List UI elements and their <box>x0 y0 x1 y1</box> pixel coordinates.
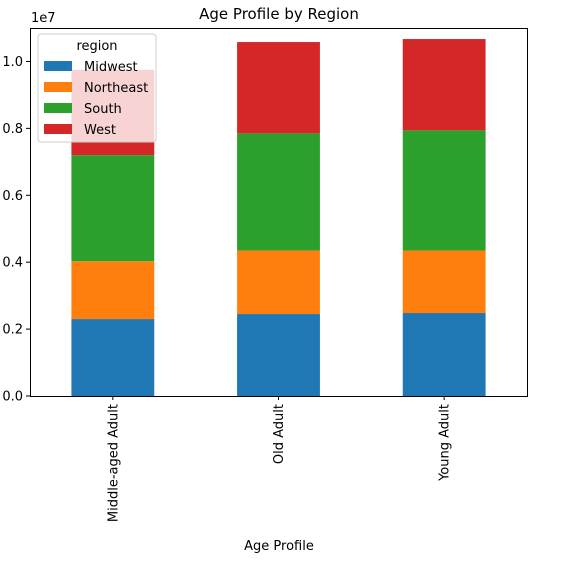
legend-label-northeast: Northeast <box>84 81 148 96</box>
bar-south-2 <box>402 130 486 251</box>
chart-title: Age Profile by Region <box>199 5 359 23</box>
legend-label-midwest: Midwest <box>84 60 138 75</box>
y-tick-label: 0.8 <box>2 122 23 137</box>
bar-northeast-2 <box>402 250 486 314</box>
plot-frame <box>30 28 528 397</box>
y-tick-label: 0.0 <box>2 390 23 405</box>
legend-swatch-midwest <box>44 61 72 71</box>
bar-northeast-0 <box>71 261 155 320</box>
y-tick-label: 0.2 <box>2 323 23 338</box>
x-tick-label: Young Adult <box>438 404 453 482</box>
bar-west-1 <box>237 42 320 134</box>
legend-label-south: South <box>84 102 122 117</box>
x-axis: Middle-aged Adult Old Adult Young Adult <box>106 396 453 522</box>
bar-midwest-2 <box>402 313 486 396</box>
legend-swatch-south <box>44 103 72 113</box>
bar-midwest-1 <box>237 314 320 396</box>
y-tick-label: 0.4 <box>2 256 23 271</box>
bar-west-2 <box>402 39 486 131</box>
y-offset-text: 1e7 <box>31 11 56 26</box>
legend-swatch-northeast <box>44 82 72 92</box>
y-tick-label: 1.0 <box>2 55 23 70</box>
y-tick-label: 0.6 <box>2 189 23 204</box>
bar-south-0 <box>71 155 155 262</box>
x-tick-label: Old Adult <box>272 404 287 464</box>
legend-swatch-west <box>44 124 72 134</box>
bar-northeast-1 <box>237 250 320 315</box>
x-axis-title: Age Profile <box>244 539 314 554</box>
bar-south-1 <box>237 133 320 251</box>
legend: region Midwest Northeast South West <box>37 33 157 143</box>
legend-label-west: West <box>84 123 116 138</box>
y-axis: 0.0 0.2 0.4 0.6 0.8 1.0 <box>2 55 30 405</box>
x-tick-label: Middle-aged Adult <box>106 404 121 522</box>
bar-midwest-0 <box>71 319 155 396</box>
legend-title: region <box>76 39 117 54</box>
